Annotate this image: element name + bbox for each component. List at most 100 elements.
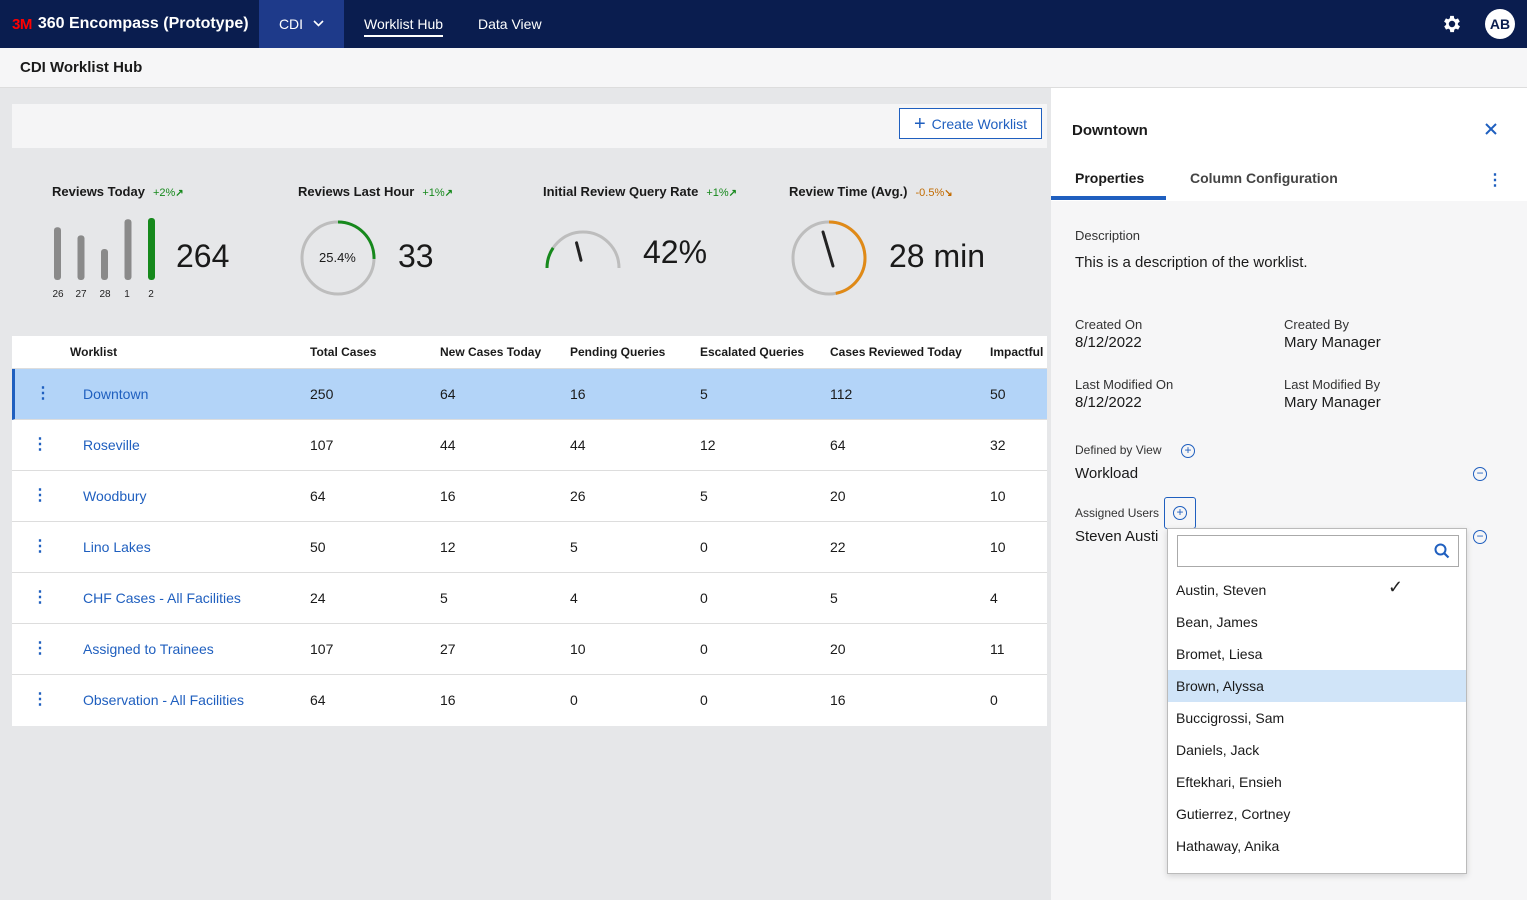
user-option-label: Gutierrez, Cortney [1176,806,1291,822]
table-row[interactable]: ⋮ CHF Cases - All Facilities 24 5 4 0 5 … [12,573,1047,624]
remove-view-icon[interactable]: − [1473,467,1487,481]
table-cell: 44 [440,437,456,453]
row-more-icon[interactable]: ⋮ [32,640,48,657]
user-option[interactable]: Bromet, Liesa [1168,638,1466,670]
table-cell: 11 [990,641,1005,657]
modified-by-label: Last Modified By [1284,377,1381,392]
query-rate-gauge [545,230,621,269]
review-bar [54,227,61,280]
column-header-total-cases[interactable]: Total Cases [310,345,377,359]
page-header: CDI Worklist Hub [0,48,1527,88]
table-cell: 64 [440,386,456,402]
user-option-highlighted[interactable]: Brown, Alyssa [1168,670,1466,702]
table-row[interactable]: ⋮ Assigned to Trainees 107 27 10 0 20 11 [12,624,1047,675]
review-bar [124,219,132,280]
create-worklist-button[interactable]: + Create Worklist [899,108,1042,139]
bar-label: 1 [124,289,130,300]
trend-up-icon: ↗ [175,188,184,199]
table-cell: 0 [700,641,708,657]
worklist-name-link[interactable]: CHF Cases - All Facilities [83,590,241,606]
table-cell: 16 [440,692,456,708]
row-more-icon[interactable]: ⋮ [32,691,48,708]
gauge-label: 25.4% [319,250,356,265]
metric-trend: -0.5% [915,187,945,199]
review-bar [77,235,85,280]
user-search-field [1177,535,1459,567]
tab-properties[interactable]: Properties [1075,170,1145,186]
worklist-name-link[interactable]: Downtown [83,386,149,402]
user-option[interactable]: Bean, James [1168,606,1466,638]
app-brand[interactable]: 3M 360 Encompass (Prototype) [12,0,249,48]
nav-tab-label: Worklist Hub [364,16,444,32]
table-row[interactable]: ⋮ Woodbury 64 16 26 5 20 10 [12,471,1047,522]
table-row[interactable]: ⋮ Lino Lakes 50 12 5 0 22 10 [12,522,1047,573]
search-icon[interactable] [1434,543,1450,564]
user-search-input[interactable] [1178,536,1428,566]
user-option[interactable]: Buccigrossi, Sam [1168,702,1466,734]
created-on-label: Created On [1075,317,1143,332]
table-row[interactable]: ⋮ Downtown 250 64 16 5 112 50 [12,369,1047,420]
worklist-name-link[interactable]: Lino Lakes [83,539,151,555]
column-header-escalated-queries[interactable]: Escalated Queries [700,345,805,359]
user-picker-dropdown: Austin, Steven ✓ Bean, James Bromet, Lie… [1167,528,1467,874]
worklist-name-link[interactable]: Woodbury [83,488,147,504]
nav-tab-worklist-hub[interactable]: Worklist Hub [364,0,444,48]
row-more-icon[interactable]: ⋮ [32,487,48,504]
worklist-name-link[interactable]: Roseville [83,437,140,453]
chevron-down-icon [313,19,324,30]
table-row[interactable]: ⋮ Roseville 107 44 44 12 64 32 [12,420,1047,471]
tab-column-configuration[interactable]: Column Configuration [1190,170,1338,186]
table-cell: 250 [310,386,334,402]
row-more-icon[interactable]: ⋮ [32,436,48,453]
active-tab-indicator [1051,196,1166,200]
table-cell: 20 [830,488,846,504]
user-option[interactable]: Eftekhari, Ensieh [1168,766,1466,798]
review-bar [101,249,108,280]
row-more-icon[interactable]: ⋮ [32,589,48,606]
row-more-icon[interactable]: ⋮ [32,538,48,555]
table-cell: 5 [700,386,708,402]
worklist-name-link[interactable]: Assigned to Trainees [83,641,214,657]
add-user-button[interactable]: + [1164,497,1196,529]
table-cell: 16 [570,386,586,402]
user-option-label: Eftekhari, Ensieh [1176,774,1282,790]
gauge-fill [545,247,555,269]
metric-title: Review Time (Avg.) [789,184,908,199]
table-cell: 12 [700,437,716,453]
row-more-icon[interactable]: ⋮ [35,385,51,402]
table-cell: 4 [990,590,998,606]
table-cell: 32 [990,437,1006,453]
table-cell: 0 [570,692,578,708]
close-icon[interactable] [1484,122,1498,136]
table-cell: 12 [440,539,456,555]
table-row[interactable]: ⋮ Observation - All Facilities 64 16 0 0… [12,675,1047,726]
user-option[interactable]: Hathaway, Anika [1168,830,1466,862]
user-option-label: Brown, Alyssa [1176,678,1264,694]
gear-icon[interactable] [1441,13,1463,35]
assigned-users-label: Assigned Users [1075,506,1160,520]
defined-by-view-value: Workload [1075,465,1139,482]
cdi-module-menu[interactable]: CDI [259,0,344,48]
table-cell: 24 [310,590,326,606]
column-header-pending-queries[interactable]: Pending Queries [570,345,666,359]
column-header-new-cases-today[interactable]: New Cases Today [440,345,542,359]
trend-down-icon: ↘ [944,188,953,199]
more-options-icon[interactable]: ⋮ [1487,172,1503,189]
column-header-worklist[interactable]: Worklist [70,345,118,359]
table-cell: 10 [990,539,1006,555]
column-header-cases-reviewed-today[interactable]: Cases Reviewed Today [830,345,962,359]
metric-value: 33 [398,238,434,274]
avatar[interactable]: AB [1485,9,1515,39]
remove-user-icon[interactable]: − [1473,530,1487,544]
add-view-icon[interactable]: + [1181,444,1195,458]
assigned-users-value: Steven Austi [1075,528,1159,545]
column-header-impactful[interactable]: Impactful [990,345,1044,359]
plus-icon: + [913,112,926,135]
worklist-name-link[interactable]: Observation - All Facilities [83,692,245,708]
user-option[interactable]: Daniels, Jack [1168,734,1466,766]
table-cell: 0 [700,590,708,606]
user-option[interactable]: Austin, Steven [1168,574,1466,606]
nav-tab-data-view[interactable]: Data View [478,0,542,48]
user-option[interactable]: Gutierrez, Cortney [1168,798,1466,830]
metric-value: 42% [643,234,708,270]
